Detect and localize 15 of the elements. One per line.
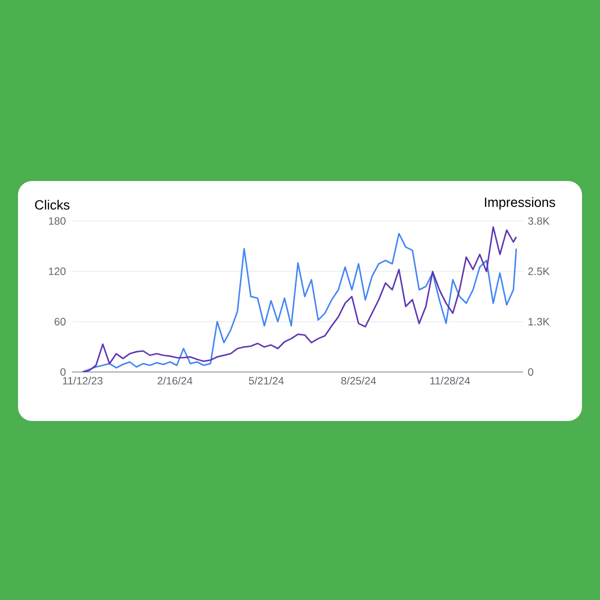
y-tick-label: 120 [48,268,66,276]
y2-tick-label: 2.5K [528,268,550,276]
y-tick-label: 180 [48,217,66,225]
y-axis-title: Clicks [35,200,70,210]
x-tick-label: 2/16/24 [158,376,192,385]
x-tick-label: 5/21/24 [248,376,284,385]
y2-tick-label: 0 [528,368,534,376]
x-tick-label: 8/25/24 [341,376,376,385]
y-tick-label: 0 [60,368,66,376]
y2-tick-label: 1.3K [528,318,550,326]
x-tick-label: 11/12/23 [63,376,102,385]
x-tick-label: 11/28/24 [430,376,470,385]
y-tick-label: 60 [54,318,66,326]
y2-axis-title: Impressions [484,197,556,210]
y2-tick-label: 3.8K [528,217,550,225]
